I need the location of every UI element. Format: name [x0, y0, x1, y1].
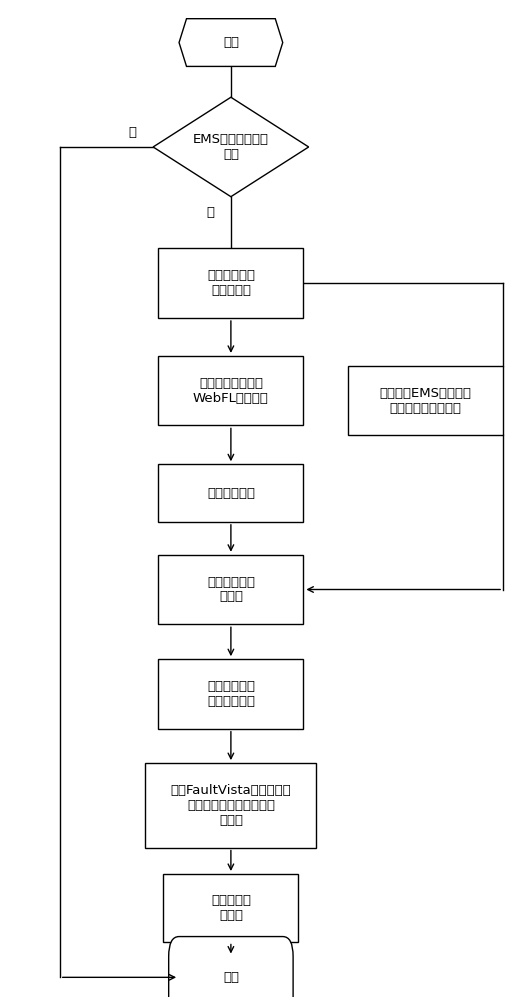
- Text: 是: 是: [206, 206, 214, 219]
- Text: 客户端自动刷
新浏览器界面: 客户端自动刷 新浏览器界面: [207, 680, 255, 708]
- Bar: [347, 366, 503, 435]
- Text: 触发文件管理器，
WebFL文件处理: 触发文件管理器， WebFL文件处理: [193, 377, 269, 405]
- Text: 录波器生成故
障录波文件: 录波器生成故 障录波文件: [207, 269, 255, 297]
- Bar: [158, 659, 303, 729]
- Bar: [163, 874, 298, 942]
- Text: 结束: 结束: [223, 971, 239, 984]
- Text: 将结果存入数
据库中: 将结果存入数 据库中: [207, 576, 255, 603]
- Bar: [158, 248, 303, 318]
- Text: EMS线路跳闸信号
发出: EMS线路跳闸信号 发出: [193, 133, 269, 161]
- Bar: [145, 763, 316, 848]
- Text: 短信通报给
联系人: 短信通报给 联系人: [211, 894, 251, 922]
- Text: 开始: 开始: [223, 36, 239, 49]
- Bar: [158, 356, 303, 425]
- FancyBboxPatch shape: [169, 937, 293, 1000]
- Polygon shape: [153, 97, 309, 197]
- Text: 通过FaultVista结合卫星地
图显示故障诊断和故障定
位结果: 通过FaultVista结合卫星地 图显示故障诊断和故障定 位结果: [170, 784, 291, 827]
- Bar: [158, 464, 303, 522]
- Text: 自动计算结果: 自动计算结果: [207, 487, 255, 500]
- Polygon shape: [179, 19, 283, 66]
- Text: 否: 否: [128, 126, 136, 139]
- Bar: [158, 555, 303, 624]
- Text: 系统分析EMS数据，并
把结果存到数据库中: 系统分析EMS数据，并 把结果存到数据库中: [379, 387, 471, 415]
